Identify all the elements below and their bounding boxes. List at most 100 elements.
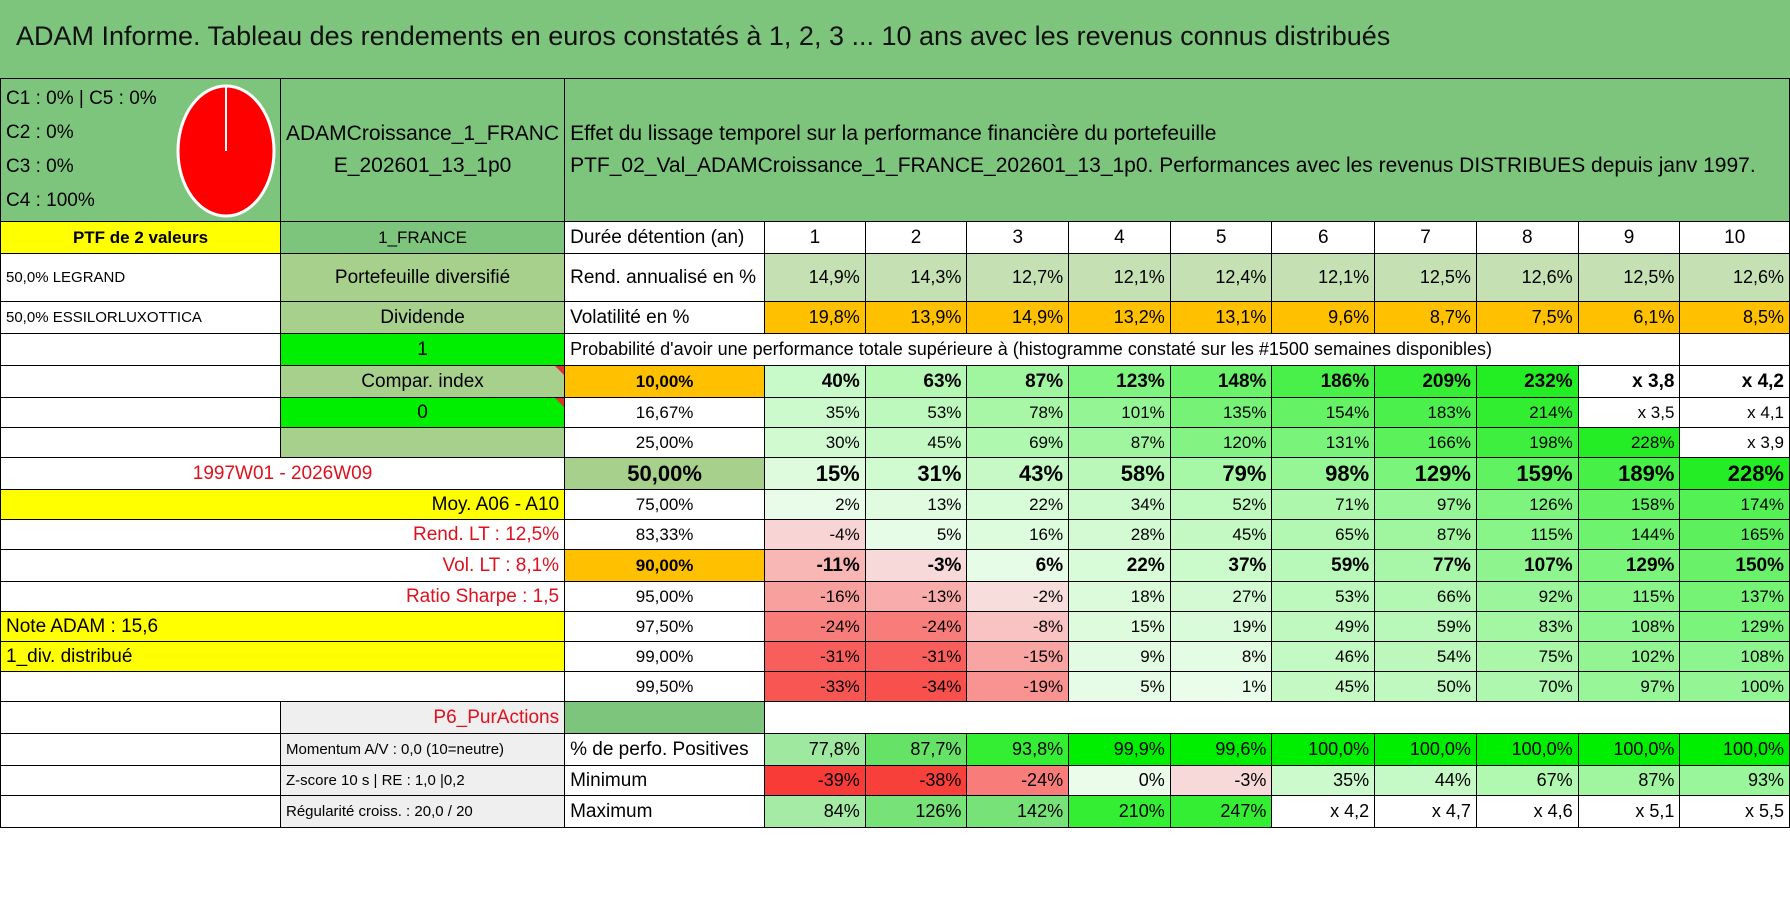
probability-value: 31% — [864, 457, 968, 490]
sheet-title: ADAM Informe. Tableau des rendements en … — [0, 0, 1790, 78]
probability-value: 35% — [764, 397, 866, 428]
empty-cell — [0, 701, 281, 734]
probability-value: 135% — [1169, 397, 1273, 428]
compar-index-label: Compar. index — [279, 365, 566, 398]
probability-value: 70% — [1475, 671, 1579, 702]
probability-value: 5% — [864, 519, 968, 550]
probability-value: 22% — [966, 489, 1070, 520]
probability-value: 166% — [1374, 427, 1477, 458]
probability-threshold: 50,00% — [564, 457, 766, 490]
minimum: Minimum — [564, 765, 766, 796]
strategy-color-cell — [564, 701, 766, 734]
maximum-value: 126% — [864, 795, 968, 828]
positive-perf-value: 100,0% — [1679, 733, 1790, 766]
positive-perf-value: 100,0% — [1577, 733, 1681, 766]
rend-value: 12,1% — [1271, 253, 1376, 302]
maximum-value: 84% — [764, 795, 866, 828]
probability-value: -11% — [764, 549, 866, 582]
probability-threshold: 25,00% — [564, 427, 766, 458]
probability-value: 59% — [1374, 611, 1477, 642]
region-label: 1_FRANCE — [279, 221, 566, 254]
long-term-volatility: Vol. LT : 8,1% — [0, 549, 566, 582]
momentum-label: Momentum A/V : 0,0 (10=neutre) — [279, 733, 566, 766]
probability-value: 198% — [1475, 427, 1579, 458]
zscore-label: Z-score 10 s | RE : 1,0 |0,2 — [279, 765, 566, 796]
probability-value: -13% — [864, 581, 968, 612]
vol-value: 7,5% — [1475, 301, 1579, 334]
probability-value: 5% — [1068, 671, 1171, 702]
probability-threshold: 16,67% — [564, 397, 766, 428]
positive-perf-value: 100,0% — [1475, 733, 1579, 766]
year-header: 2 — [864, 221, 968, 254]
probability-value: 87% — [1374, 519, 1477, 550]
probability-value: 34% — [1068, 489, 1171, 520]
allocation-legend-cell: C1 : 0% | C5 : 0% C2 : 0% C3 : 0% C4 : 1… — [0, 78, 281, 222]
dividend-distributed: 1_div. distribué — [0, 641, 566, 672]
vol-value: 6,1% — [1577, 301, 1681, 334]
year-header: 4 — [1068, 221, 1171, 254]
probability-value: 214% — [1475, 397, 1579, 428]
sharpe-ratio: Ratio Sharpe : 1,5 — [0, 581, 566, 612]
regularity-label: Régularité croiss. : 20,0 / 20 — [279, 795, 566, 828]
strategy-label: P6_PurActions — [279, 701, 566, 734]
year-header: 7 — [1374, 221, 1477, 254]
empty-cell — [0, 427, 281, 458]
positive-perf: % de perfo. Positives — [564, 733, 766, 766]
probability-value: -31% — [764, 641, 866, 672]
probability-value: x 4,2 — [1679, 365, 1790, 398]
probability-value: 232% — [1475, 365, 1579, 398]
probability-value: 22% — [1068, 549, 1171, 582]
positive-perf-value: 93,8% — [966, 733, 1070, 766]
vol-label: Volatilité en % — [564, 301, 766, 334]
probability-threshold: 90,00% — [564, 549, 766, 582]
vol-value: 14,9% — [966, 301, 1070, 334]
probability-value: 97% — [1374, 489, 1477, 520]
probability-value: 43% — [966, 457, 1070, 490]
probability-value: 174% — [1679, 489, 1790, 520]
probability-value: 18% — [1068, 581, 1171, 612]
probability-value: -31% — [864, 641, 968, 672]
portfolio-type-label: Portefeuille diversifié — [279, 253, 566, 302]
probability-value: -15% — [966, 641, 1070, 672]
positive-perf-value: 99,6% — [1169, 733, 1273, 766]
probability-value: -16% — [764, 581, 866, 612]
probability-threshold: 83,33% — [564, 519, 766, 550]
maximum-value: x 5,1 — [1577, 795, 1681, 828]
probability-value: 101% — [1068, 397, 1171, 428]
year-header: 1 — [764, 221, 866, 254]
legend-line-3: C3 : 0% — [6, 156, 74, 177]
green-one-input: 1 — [279, 333, 566, 366]
probability-value: 189% — [1577, 457, 1681, 490]
probability-value: 107% — [1475, 549, 1579, 582]
year-header: 3 — [966, 221, 1070, 254]
probability-value: 92% — [1475, 581, 1579, 612]
probability-value: 53% — [864, 397, 968, 428]
probability-value: 8% — [1169, 641, 1273, 672]
probability-value: 52% — [1169, 489, 1273, 520]
effect-title: Effet du lissage temporel sur la perform… — [570, 122, 1217, 145]
probability-value: x 3,5 — [1577, 397, 1681, 428]
portfolio-name-cell: ADAMCroissance_1_FRANC E_202601_13_1p0 — [279, 78, 566, 222]
probability-threshold: 99,00% — [564, 641, 766, 672]
positive-perf-value: 77,8% — [764, 733, 866, 766]
probability-value: 129% — [1679, 611, 1790, 642]
maximum-value: 247% — [1169, 795, 1273, 828]
probability-value: 144% — [1577, 519, 1681, 550]
empty-cell — [279, 427, 566, 458]
empty-cell — [1679, 333, 1790, 366]
positive-perf-value: 99,9% — [1068, 733, 1171, 766]
vol-value: 9,6% — [1271, 301, 1376, 334]
year-header: 10 — [1679, 221, 1790, 254]
probability-value: 75% — [1475, 641, 1579, 672]
probability-value: 2% — [764, 489, 866, 520]
empty-cell — [0, 333, 281, 366]
probability-value: -4% — [764, 519, 866, 550]
probability-value: 148% — [1169, 365, 1273, 398]
positive-perf-value: 87,7% — [864, 733, 968, 766]
probability-value: 45% — [1169, 519, 1273, 550]
probability-value: 131% — [1271, 427, 1376, 458]
average-label: Moy. A06 - A10 — [0, 489, 566, 520]
probability-value: 228% — [1679, 457, 1790, 490]
probability-value: 63% — [864, 365, 968, 398]
probability-value: 83% — [1475, 611, 1579, 642]
